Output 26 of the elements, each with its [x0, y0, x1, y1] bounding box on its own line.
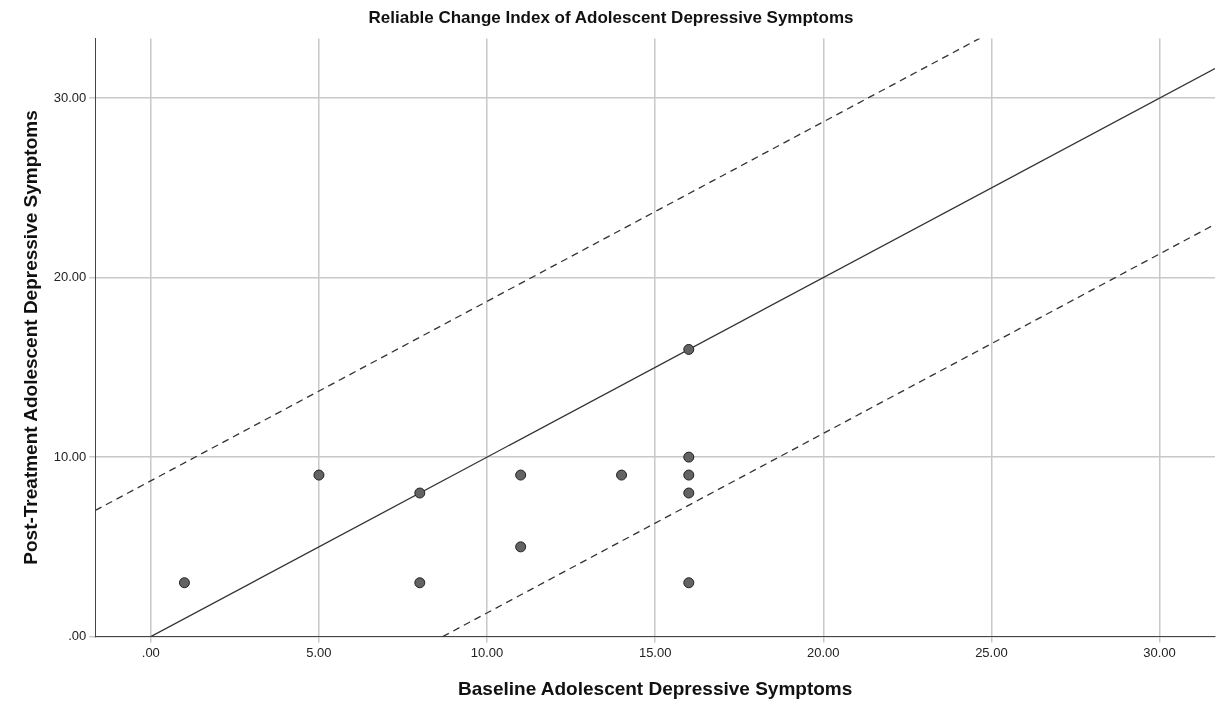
y-tick-label: 20.00 [53, 269, 87, 285]
x-axis-title: Baseline Adolescent Depressive Symptoms [458, 677, 853, 699]
x-tick-label: .00 [141, 644, 160, 660]
y-tick-label: 30.00 [53, 89, 87, 105]
point [414, 577, 426, 589]
y-tick-label: .00 [68, 628, 87, 644]
point [515, 469, 527, 481]
x-tick-label: 30.00 [1143, 644, 1176, 660]
point [178, 577, 190, 589]
point [683, 487, 695, 499]
y-axis-title: Post-Treatment Adolescent Depressive Symptoms [19, 110, 41, 565]
x-tick-label: 20.00 [807, 644, 840, 660]
point [616, 469, 628, 481]
point [683, 577, 695, 589]
point [683, 343, 695, 355]
point [683, 469, 695, 481]
chart-title: Reliable Change Index of Adolescent Depressive Symptoms [368, 7, 854, 27]
x-tick-label: 15.00 [638, 644, 672, 660]
x-tick-label: 25.00 [975, 644, 1008, 660]
y-tick-label: 10.00 [53, 448, 87, 464]
x-tick-label: 10.00 [470, 644, 504, 660]
x-tick-label: 5.00 [306, 644, 332, 660]
point [683, 451, 695, 463]
point [515, 541, 527, 553]
point [313, 469, 325, 481]
point [414, 487, 426, 499]
